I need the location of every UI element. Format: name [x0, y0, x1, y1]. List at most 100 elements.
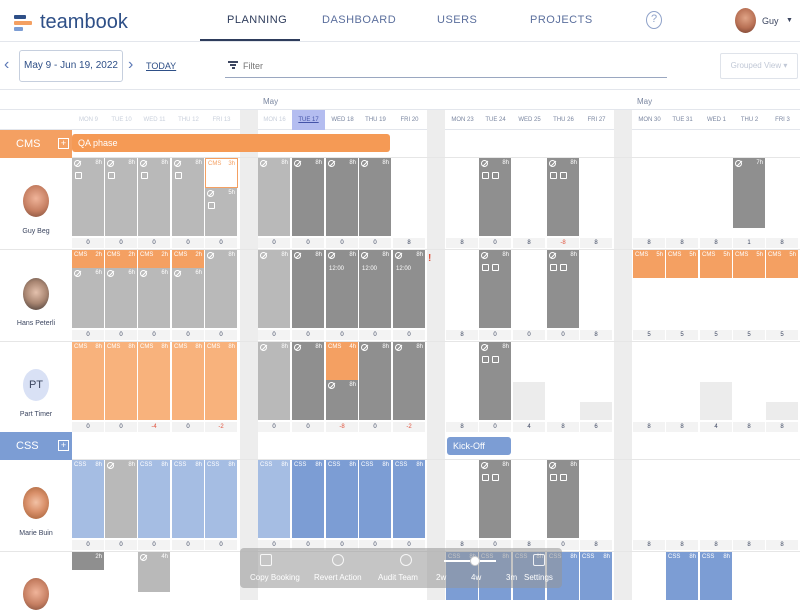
project-header-cms[interactable]: CMS [0, 130, 72, 158]
booking-cell[interactable]: 8h [547, 158, 580, 236]
booking-cell[interactable]: CMS 3h [205, 158, 238, 188]
booking-cell[interactable] [580, 402, 613, 420]
booking-cell[interactable]: 6h [138, 268, 171, 328]
booking-cell[interactable]: CSS 8h [138, 460, 171, 538]
booking-cell[interactable]: CMS 5h [766, 250, 799, 278]
zoom-4w[interactable]: 4w [471, 573, 482, 582]
today-link[interactable]: TODAY [146, 61, 177, 71]
booking-cell[interactable]: CMS 5h [633, 250, 666, 278]
project-header-css[interactable]: CSS [0, 432, 72, 460]
avatar[interactable] [23, 487, 49, 519]
booking-cell[interactable]: 8h 12:00 [326, 250, 359, 328]
booking-cell[interactable]: 8h [359, 158, 392, 236]
help-icon[interactable]: ? [646, 11, 662, 29]
booking-cell[interactable]: CSS 8h [326, 460, 359, 538]
filter-input[interactable] [243, 58, 643, 74]
booking-cell[interactable]: CSS 8h [292, 460, 325, 538]
booking-cell[interactable]: CMS 5h [733, 250, 766, 278]
tab-planning[interactable]: PLANNING [227, 14, 288, 26]
copy-icon[interactable] [260, 554, 272, 566]
booking-cell[interactable]: 8h [258, 250, 291, 328]
person-name[interactable]: Marie Buin [19, 530, 53, 537]
booking-cell[interactable]: 4h [138, 552, 171, 592]
booking-cell[interactable]: 6h [105, 268, 138, 328]
booking-cell[interactable]: CMS 8h [105, 342, 138, 420]
booking-cell[interactable]: CMS 8h [205, 342, 238, 420]
booking-cell[interactable]: 8h [105, 460, 138, 538]
booking-cell[interactable]: 8h [547, 460, 580, 538]
booking-cell[interactable]: 6h [72, 268, 105, 328]
booking-cell[interactable]: CMS 8h [72, 342, 105, 420]
booking-cell[interactable]: 8h [479, 460, 512, 538]
zoom-2w[interactable]: 2w [436, 573, 447, 582]
booking-cell[interactable]: CMS 4h [326, 342, 359, 380]
booking-cell[interactable]: 8h [359, 342, 392, 420]
booking-cell[interactable]: 8h [138, 158, 171, 236]
booking-cell[interactable]: CMS 8h [138, 342, 171, 420]
person-name[interactable]: Hans Peterli [16, 320, 56, 327]
booking-cell[interactable]: 8h [479, 342, 512, 420]
audit-team-button[interactable]: Audit Team [378, 573, 418, 582]
booking-cell[interactable]: CSS 8h [172, 460, 205, 538]
booking-cell[interactable]: 8h 12:00 [393, 250, 426, 328]
booking-cell[interactable]: 8h [72, 158, 105, 236]
add-icon[interactable]: + [58, 138, 69, 149]
booking-cell[interactable]: 8h [258, 158, 291, 236]
date-range-picker[interactable]: May 9 - Jun 19, 2022 [19, 50, 123, 82]
booking-cell[interactable]: 8h 12:00 [359, 250, 392, 328]
tab-dashboard[interactable]: DASHBOARD [322, 14, 397, 26]
booking-cell[interactable]: 8h [326, 380, 359, 420]
team-icon[interactable] [400, 554, 412, 566]
booking-cell[interactable]: CSS 8h [393, 460, 426, 538]
grouped-view-button[interactable]: Grouped View ▾ [720, 53, 798, 79]
booking-cell[interactable]: 8h [205, 250, 238, 328]
settings-icon[interactable] [533, 554, 545, 566]
booking-cell[interactable]: 8h [292, 158, 325, 236]
logo[interactable]: teambook [14, 11, 128, 34]
booking-cell[interactable]: 5h [205, 188, 238, 236]
zoom-slider-handle[interactable] [470, 556, 480, 566]
booking-cell[interactable] [766, 402, 799, 420]
booking-cell[interactable]: CMS 2h [138, 250, 171, 268]
booking-cell[interactable]: CSS 8h [72, 460, 105, 538]
chevron-down-icon[interactable]: ▼ [786, 17, 793, 24]
booking-cell[interactable]: CMS 2h [72, 250, 105, 268]
person-name[interactable]: Guy Beg [22, 228, 50, 235]
booking-cell[interactable]: 8h [479, 158, 512, 236]
avatar[interactable] [23, 185, 49, 217]
booking-cell[interactable]: CSS 8h [258, 460, 291, 538]
add-icon[interactable]: + [58, 440, 69, 451]
settings-button[interactable]: Settings [524, 573, 553, 582]
prev-period-icon[interactable]: ‹ [4, 56, 10, 73]
booking-cell[interactable]: CMS 8h [172, 342, 205, 420]
booking-cell[interactable] [513, 382, 546, 420]
booking-cell[interactable]: CMS 5h [700, 250, 733, 278]
milestone-bar[interactable]: Kick-Off [447, 437, 511, 455]
booking-cell[interactable]: 8h [479, 250, 512, 328]
booking-cell[interactable]: 6h [172, 268, 205, 328]
booking-cell[interactable]: CMS 2h [172, 250, 205, 268]
revert-action-button[interactable]: Revert Action [314, 573, 362, 582]
booking-cell[interactable]: CSS 8h [700, 552, 733, 600]
booking-cell[interactable]: 8h [326, 158, 359, 236]
booking-cell[interactable]: CSS 8h [580, 552, 613, 600]
milestone-bar[interactable]: QA phase [72, 134, 390, 152]
zoom-3m[interactable]: 3m [506, 573, 518, 582]
avatar[interactable] [23, 278, 49, 310]
booking-cell[interactable]: CSS 8h [666, 552, 699, 600]
person-name[interactable]: Part Timer [19, 411, 53, 418]
copy-booking-button[interactable]: Copy Booking [250, 573, 300, 582]
filter-field[interactable] [225, 56, 667, 78]
booking-cell[interactable]: 8h [258, 342, 291, 420]
user-name[interactable]: Guy [762, 16, 779, 26]
booking-cell[interactable]: 8h [292, 342, 325, 420]
tab-projects[interactable]: PROJECTS [530, 14, 593, 26]
booking-cell[interactable]: CMS 2h [105, 250, 138, 268]
booking-cell[interactable]: CSS 8h [359, 460, 392, 538]
avatar[interactable] [23, 578, 49, 610]
booking-cell[interactable]: 8h [393, 342, 426, 420]
avatar[interactable]: PT [23, 369, 49, 401]
user-avatar[interactable] [735, 8, 756, 33]
tab-users[interactable]: USERS [437, 14, 478, 26]
booking-cell[interactable]: 8h [172, 158, 205, 236]
